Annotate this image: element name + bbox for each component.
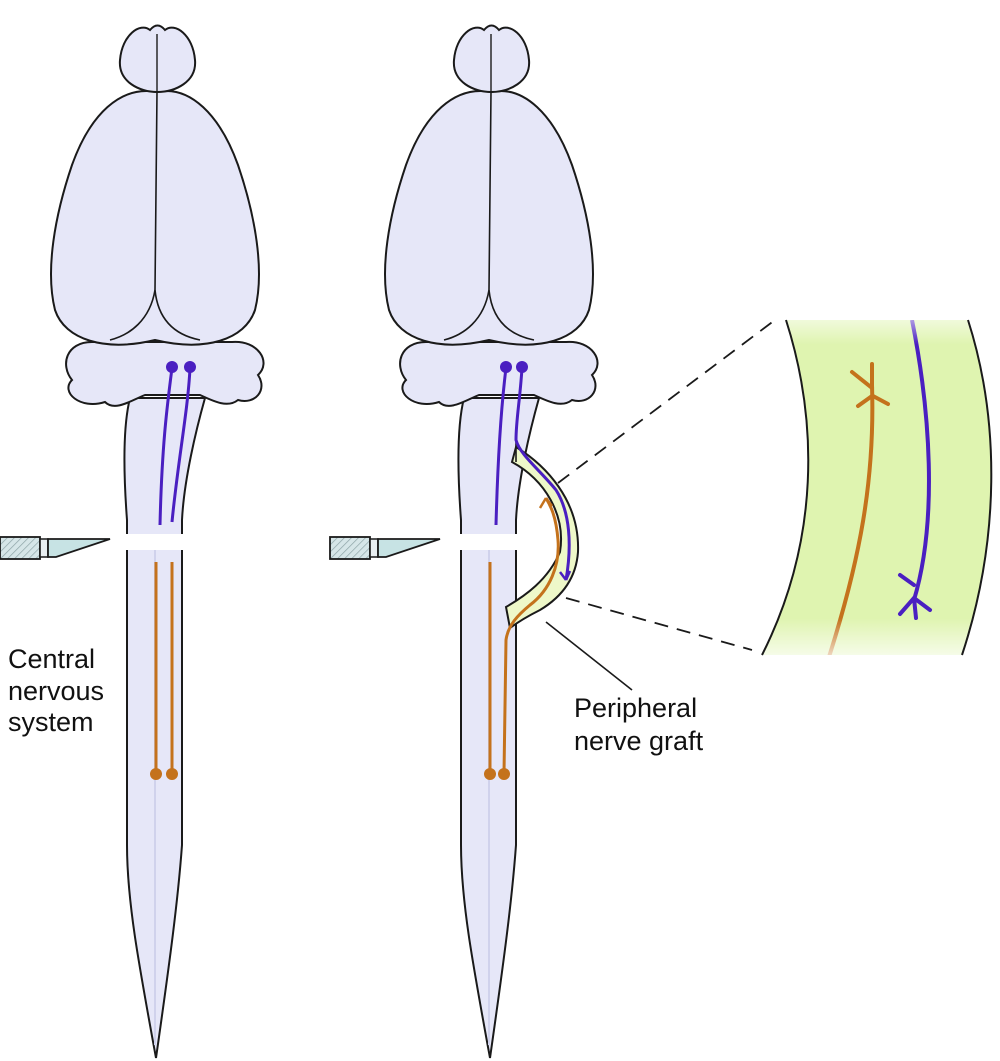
zoom-inset (761, 319, 993, 656)
graft-label: Peripheral nerve graft (574, 693, 705, 756)
zoom-lines (557, 319, 776, 651)
right-brain-cord (384, 24, 599, 1059)
scalpel-icon (0, 536, 111, 560)
middle-axons (484, 361, 572, 780)
axon-arrow-icon (850, 362, 932, 620)
graft-leader-line (545, 621, 633, 691)
left-brain-cord (50, 24, 265, 1059)
cns-label: Central nervous system (8, 644, 112, 737)
scalpel-icon-right (329, 536, 441, 560)
left-upper-axons (158, 361, 196, 526)
left-lower-axons (150, 562, 178, 780)
